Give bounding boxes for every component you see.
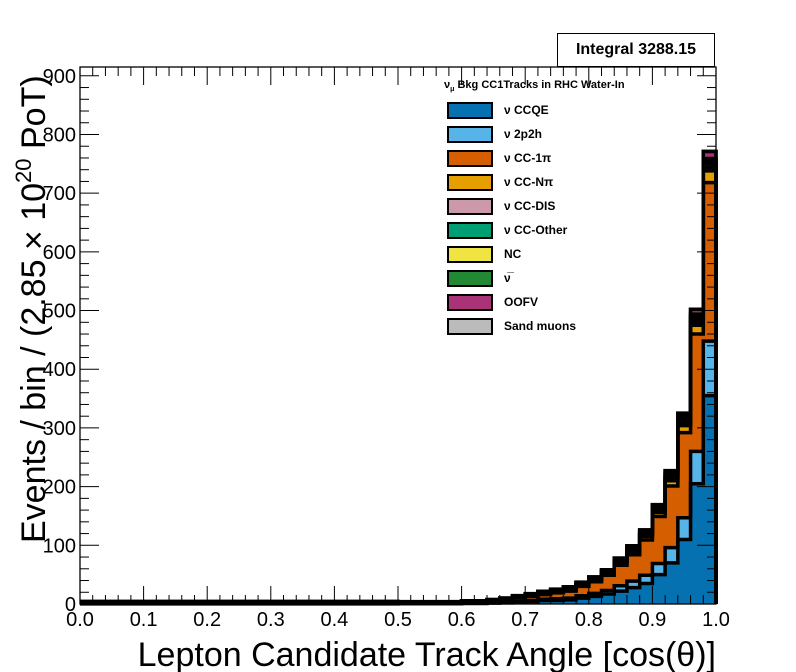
legend-swatch bbox=[447, 173, 493, 191]
y-tick-label: 400 bbox=[43, 359, 76, 381]
legend-item: OOFV bbox=[447, 292, 538, 312]
legend-item: Sand muons bbox=[447, 316, 576, 336]
x-tick-label: 0.1 bbox=[130, 609, 158, 631]
y-tick-label: 200 bbox=[43, 477, 76, 499]
legend-swatch bbox=[447, 125, 493, 143]
y-tick-label: 100 bbox=[43, 535, 76, 557]
legend-label: ν CCQE bbox=[504, 103, 549, 117]
legend-swatch bbox=[447, 149, 493, 167]
legend-label: ν CC-Nπ bbox=[504, 175, 554, 189]
legend-label: ν CC-Other bbox=[504, 223, 568, 237]
x-tick-label: 0.5 bbox=[384, 609, 412, 631]
legend-label: OOFV bbox=[504, 295, 539, 309]
legend-swatch bbox=[447, 221, 493, 239]
legend-label: ν̅ bbox=[504, 271, 511, 285]
stacked-bars bbox=[80, 149, 718, 606]
legend-title: νμ Bkg CC1Tracks in RHC Water-In bbox=[444, 79, 625, 94]
y-tick-label: 700 bbox=[43, 183, 76, 205]
stats-box: Integral 3288.15 bbox=[557, 33, 715, 67]
x-tick-label: 0.4 bbox=[320, 609, 348, 631]
legend-swatch bbox=[447, 197, 493, 215]
legend-item: ν CC-Other bbox=[447, 220, 567, 240]
legend-swatch bbox=[447, 245, 493, 263]
legend-swatch bbox=[447, 293, 493, 311]
y-axis-title-tail: PoT) bbox=[15, 75, 53, 158]
y-axis-title-main: Events / bin / (2.85 × 10 bbox=[15, 183, 53, 543]
axes: 0 100 200 300 400 500 600 700 800 900 0.0 0.1 0.2 0.3… bbox=[43, 66, 730, 631]
y-tick-label: 900 bbox=[43, 66, 76, 88]
y-tick-label: 0 bbox=[65, 594, 76, 616]
y-tick-label: 300 bbox=[43, 418, 76, 440]
legend-item: NC bbox=[447, 244, 521, 264]
x-axis-title: Lepton Candidate Track Angle [cos(θ)] bbox=[138, 636, 716, 672]
legend-item: ν̅ bbox=[447, 268, 511, 288]
legend-label: ν 2p2h bbox=[504, 127, 543, 141]
legend-item: ν CC-Nπ bbox=[447, 172, 553, 192]
legend-label: ν CC-DIS bbox=[504, 199, 556, 213]
stats-integral: Integral 3288.15 bbox=[575, 41, 697, 58]
legend-swatch bbox=[447, 317, 493, 335]
legend-item: ν CCQE bbox=[447, 100, 549, 120]
y-tick-label: 800 bbox=[43, 124, 76, 146]
y-tick-label: 500 bbox=[43, 301, 76, 323]
x-tick-label: 0.9 bbox=[638, 609, 666, 631]
x-tick-label: 0.0 bbox=[66, 609, 94, 631]
y-tick-label: 600 bbox=[43, 242, 76, 264]
y-axis-title: Events / bin / (2.85 × 1020 PoT) bbox=[11, 75, 53, 543]
legend-item: ν CC-1π bbox=[447, 148, 551, 168]
x-tick-label: 1.0 bbox=[702, 609, 730, 631]
legend-item: ν 2p2h bbox=[447, 124, 542, 144]
x-tick-label: 0.3 bbox=[257, 609, 285, 631]
x-tick-label: 0.7 bbox=[511, 609, 539, 631]
legend: νμ Bkg CC1Tracks in RHC Water-In ν CCQE ν… bbox=[440, 76, 700, 338]
legend-swatch bbox=[447, 269, 493, 287]
legend-label: NC bbox=[504, 247, 522, 261]
x-tick-label: 0.6 bbox=[448, 609, 476, 631]
x-tick-label: 0.2 bbox=[193, 609, 221, 631]
legend-label: Sand muons bbox=[504, 319, 577, 333]
legend-item: ν CC-DIS bbox=[447, 196, 555, 216]
legend-label: ν CC-1π bbox=[504, 151, 552, 165]
legend-swatch bbox=[447, 101, 493, 119]
y-axis-title-exponent: 20 bbox=[11, 158, 36, 182]
x-tick-label: 0.8 bbox=[575, 609, 603, 631]
